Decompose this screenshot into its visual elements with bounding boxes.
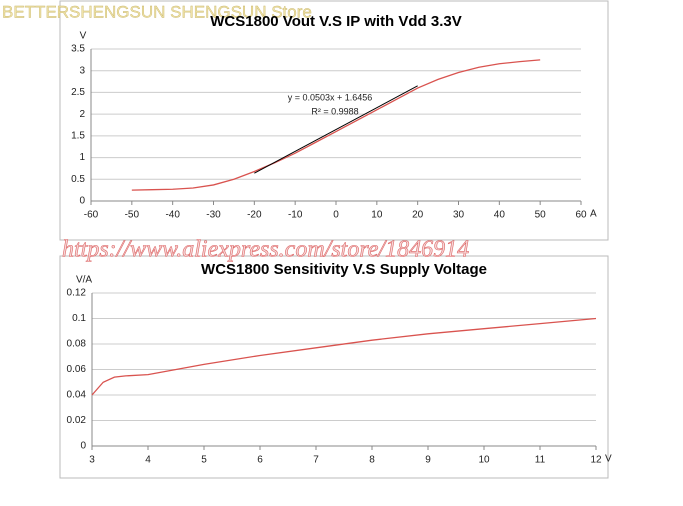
x-tick-label: -10 — [288, 210, 303, 221]
y-tick-label: 1.5 — [71, 130, 85, 141]
x-tick-label: -60 — [84, 210, 99, 221]
x-tick-label: 8 — [369, 455, 375, 466]
x-tick-label: 12 — [590, 455, 602, 466]
annotation: y = 0.0503x + 1.6456 — [288, 92, 373, 102]
y-tick-label: 0.04 — [67, 390, 87, 401]
chart-title: WCS1800 Sensitivity V.S Supply Voltage — [201, 261, 487, 278]
x-tick-label: 10 — [371, 210, 383, 221]
y-tick-label: 0.02 — [67, 415, 87, 426]
chart-frame — [59, 0, 609, 241]
x-tick-label: 30 — [453, 210, 465, 221]
x-tick-label: 20 — [412, 210, 424, 221]
x-tick-label: 4 — [145, 455, 151, 466]
trend-line — [254, 85, 418, 174]
x-tick-label: 40 — [494, 210, 506, 221]
x-tick-label: 5 — [201, 455, 207, 466]
y-tick-label: 0.5 — [71, 174, 85, 185]
x-tick-label: 7 — [313, 455, 319, 466]
watermark: https://www.aliexpress.com/store/1846914 — [62, 237, 469, 263]
x-tick-label: -40 — [165, 210, 180, 221]
x-axis-label: V — [605, 454, 612, 465]
x-tick-label: 60 — [575, 210, 587, 221]
y-tick-label: 0.06 — [67, 364, 87, 375]
y-tick-label: 2.5 — [71, 87, 85, 98]
annotation: R² = 0.9988 — [311, 106, 358, 116]
chart-title: WCS1800 Vout V.S IP with Vdd 3.3V — [210, 13, 461, 30]
y-axis-label: V/A — [76, 275, 92, 286]
y-tick-label: 0.08 — [67, 339, 87, 350]
y-tick-label: 3.5 — [71, 44, 85, 55]
y-tick-label: 0.12 — [67, 288, 87, 299]
y-tick-label: 1 — [79, 152, 85, 163]
x-tick-label: -20 — [247, 210, 262, 221]
y-tick-label: 3 — [79, 65, 85, 76]
chart-frame — [59, 255, 609, 479]
x-tick-label: 6 — [257, 455, 263, 466]
y-tick-label: 2 — [79, 109, 85, 120]
y-axis-label: V — [80, 31, 87, 42]
x-tick-label: 11 — [535, 455, 546, 466]
x-tick-label: 50 — [535, 210, 547, 221]
x-tick-label: -50 — [125, 210, 140, 221]
data-line — [131, 59, 541, 191]
x-tick-label: 0 — [333, 210, 339, 221]
y-tick-label: 0 — [80, 441, 86, 452]
x-tick-label: 9 — [425, 455, 431, 466]
x-tick-label: 10 — [478, 455, 490, 466]
y-tick-label: 0 — [79, 196, 85, 207]
y-tick-label: 0.1 — [72, 313, 86, 324]
x-axis-label: A — [590, 209, 597, 220]
x-tick-label: -30 — [206, 210, 221, 221]
x-tick-label: 3 — [89, 455, 95, 466]
data-line — [91, 317, 597, 396]
watermark: BETTERSHENGSUN SHENGSUN Store — [2, 2, 312, 21]
